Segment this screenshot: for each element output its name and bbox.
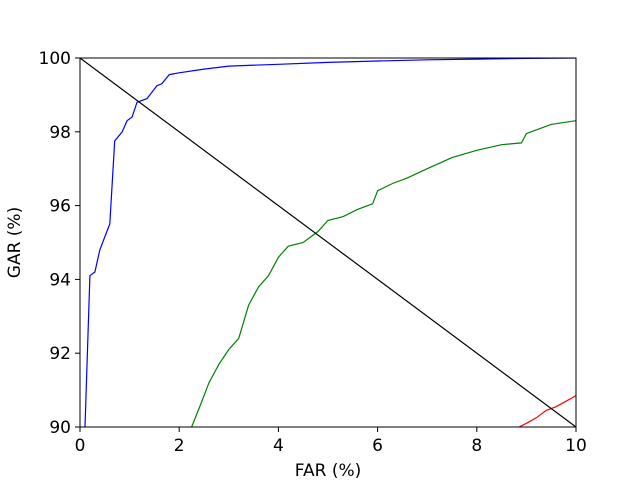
x-axis-ticks: 0 2 4 6 8 10 (75, 427, 587, 456)
y-tick-label: 94 (49, 270, 71, 290)
y-tick-label: 92 (49, 344, 71, 364)
x-tick-label: 10 (565, 436, 587, 456)
series-line-1 (191, 120, 576, 427)
x-axis-label: FAR (%) (295, 461, 361, 480)
x-tick-label: 6 (372, 436, 383, 456)
y-tick-label: 96 (49, 197, 71, 217)
y-tick-label: 98 (49, 123, 71, 143)
y-axis-label: GAR (%) (5, 207, 25, 278)
y-tick-label: 90 (49, 418, 71, 438)
series-line-2 (518, 395, 576, 427)
series-layer (80, 58, 576, 427)
x-tick-label: 4 (273, 436, 284, 456)
x-tick-label: 0 (75, 436, 86, 456)
y-axis-ticks: 90 92 94 96 98 100 (39, 49, 80, 438)
series-line-0 (84, 58, 576, 427)
plot-frame (79, 57, 577, 428)
series-line-3 (80, 58, 576, 427)
x-tick-label: 2 (174, 436, 185, 456)
y-tick-label: 100 (39, 49, 71, 69)
x-tick-label: 8 (471, 436, 482, 456)
